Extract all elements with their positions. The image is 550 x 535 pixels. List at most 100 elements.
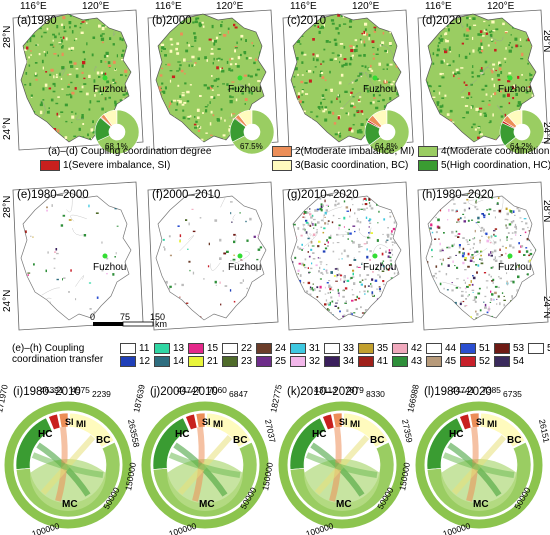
legend2-code: 43 <box>411 356 423 368</box>
outer-value-label: 150000 <box>397 461 412 491</box>
outer-ring <box>4 401 132 529</box>
mc-percent-label: 64.2% <box>510 142 533 151</box>
lat-24-left-top: 24°N <box>2 118 13 140</box>
legend2-swatch <box>392 356 408 367</box>
outer-ring <box>278 401 406 529</box>
legend1-swatch-4 <box>418 146 438 157</box>
outer-value-label: 263558 <box>126 418 142 448</box>
fuzhou-label: Fuzhou <box>363 84 396 95</box>
sector-label: MI <box>76 419 86 429</box>
panel-label: (b)2000 <box>152 15 192 27</box>
outer-value-label: 187639 <box>131 383 147 413</box>
legend2-swatch <box>154 343 170 354</box>
row2-maps: Fuzhou (e)1980–2000 Fuzhou (f)2000–2010 0 75 1… <box>12 181 549 331</box>
legend2-item: 12 <box>120 356 150 367</box>
legend2-code: 55 <box>547 343 550 355</box>
chord-ribbon <box>168 452 241 478</box>
legend2-code: 21 <box>207 356 219 368</box>
legend2-swatch <box>188 356 204 367</box>
outer-value-label: 44741 <box>451 385 475 395</box>
sector-label: HC <box>312 429 326 440</box>
legend2-code: 45 <box>445 356 457 368</box>
lon-120-label-b: 120°E <box>216 1 244 12</box>
outer-value-label: 6735 <box>503 389 522 399</box>
outer-value-label: 150000 <box>260 461 275 491</box>
legend2-code: 51 <box>479 343 491 355</box>
legend2-swatch <box>188 343 204 354</box>
outer-value-label: 171970 <box>0 383 10 413</box>
sector-label: MC <box>62 499 78 510</box>
legend2-swatch <box>494 343 510 354</box>
legend2-item: 52 <box>460 356 490 367</box>
legend2-swatch <box>222 356 238 367</box>
panel-label: (k)2010–2020 <box>287 386 358 398</box>
row1-maps: Fuzhou(a)198068.1%Fuzhou(b)200067.5%Fuzh… <box>12 9 549 155</box>
mc-percent-label: 64.8% <box>375 142 398 151</box>
legend2-code: 23 <box>241 356 253 368</box>
legend2-code: 31 <box>309 343 321 355</box>
transfer-map-panel-3: Fuzhou (g)2010–2020 <box>282 181 414 331</box>
panel-label: (g)2010–2020 <box>287 189 359 201</box>
legend1-swatch-3 <box>272 160 292 171</box>
outer-value-label: 4575 <box>71 385 90 395</box>
outer-value-label: 150000 <box>123 461 138 491</box>
legend1-item-5: 5(High coordination, HC) <box>418 160 550 171</box>
lon-116-label-d: 116°E <box>425 1 452 12</box>
sector-label: HC <box>175 429 189 440</box>
legend2-item: 23 <box>222 356 252 367</box>
chord-sector <box>343 412 389 448</box>
lon-120-label-a: 120°E <box>82 1 110 12</box>
sector-label: MI <box>213 419 223 429</box>
sector-label: SI <box>202 417 211 427</box>
chord-sector <box>480 412 526 448</box>
legend2-item: 54 <box>494 356 524 367</box>
legend2-item: 53 <box>494 343 524 354</box>
legend2-code: 13 <box>173 343 185 355</box>
fuzhou-label: Fuzhou <box>93 84 126 95</box>
legend-coupling-degree: (a)–(d) Coupling coordination degree 2(M… <box>40 146 550 178</box>
legend2-code: 15 <box>207 343 219 355</box>
lon-116-label-b: 116°E <box>155 1 182 12</box>
chord-sector <box>206 412 252 448</box>
legend2-code: 33 <box>343 343 355 355</box>
outer-value-label: 6847 <box>229 389 248 399</box>
legend2-title-line1: (e)–(h) Coupling <box>12 343 85 354</box>
legend2-swatch <box>324 356 340 367</box>
top-lon-labels: 116°E 120°E 116°E 120°E 116°E 120°E 116°… <box>20 1 515 12</box>
mc-percent-label: 67.5% <box>240 142 263 151</box>
legend2-swatch <box>460 343 476 354</box>
chord-sector <box>69 412 115 448</box>
chord-ribbon <box>305 452 378 478</box>
legend2-item: 34 <box>324 356 354 367</box>
pie-chart: 68.1% <box>94 109 140 155</box>
lat-24-left-mid: 24°N <box>2 290 13 312</box>
sector-label: MC <box>336 499 352 510</box>
panel-label: (e)1980–2000 <box>17 189 89 201</box>
legend2-item: 42 <box>392 343 422 354</box>
legend1-item-3: 3(Basic coordination, BC) <box>272 160 408 171</box>
legend2-swatch <box>528 343 544 354</box>
sector-label: BC <box>233 435 247 446</box>
map-panel-1: Fuzhou (a)1980 68.1% <box>12 9 144 155</box>
map-panel-3: Fuzhou (c)2010 64.8% <box>282 9 414 155</box>
pie-chart: 64.2% <box>499 109 545 155</box>
fuzhou-label: Fuzhou <box>363 262 396 273</box>
legend2-item: 14 <box>154 356 184 367</box>
chord-sector <box>426 417 464 470</box>
legend2-item: 43 <box>392 356 422 367</box>
chord-ribbon <box>31 452 104 478</box>
panel-label: (i)1980–2010 <box>13 386 81 398</box>
legend2-swatch <box>222 343 238 354</box>
legend2-swatch <box>426 356 442 367</box>
outer-value-label: 182775 <box>268 383 284 413</box>
sector-label: HC <box>449 429 463 440</box>
chord-diagram-4: (l)1980–2020 HC SI MI BC MC 44741 7385 6735 26151… <box>397 383 550 535</box>
panel-label: (l)1980–2020 <box>424 386 492 398</box>
legend2-swatch <box>290 356 306 367</box>
legend2-code: 14 <box>173 356 185 368</box>
lat-28-right-top: 28°N <box>541 30 550 52</box>
chord-diagram-3: (k)2010–2020 HC SI MI BC MC 43113 7879 8330 27359… <box>260 383 415 535</box>
transfer-map-panel-1: Fuzhou (e)1980–2000 <box>12 181 144 331</box>
fuzhou-marker <box>102 253 108 259</box>
